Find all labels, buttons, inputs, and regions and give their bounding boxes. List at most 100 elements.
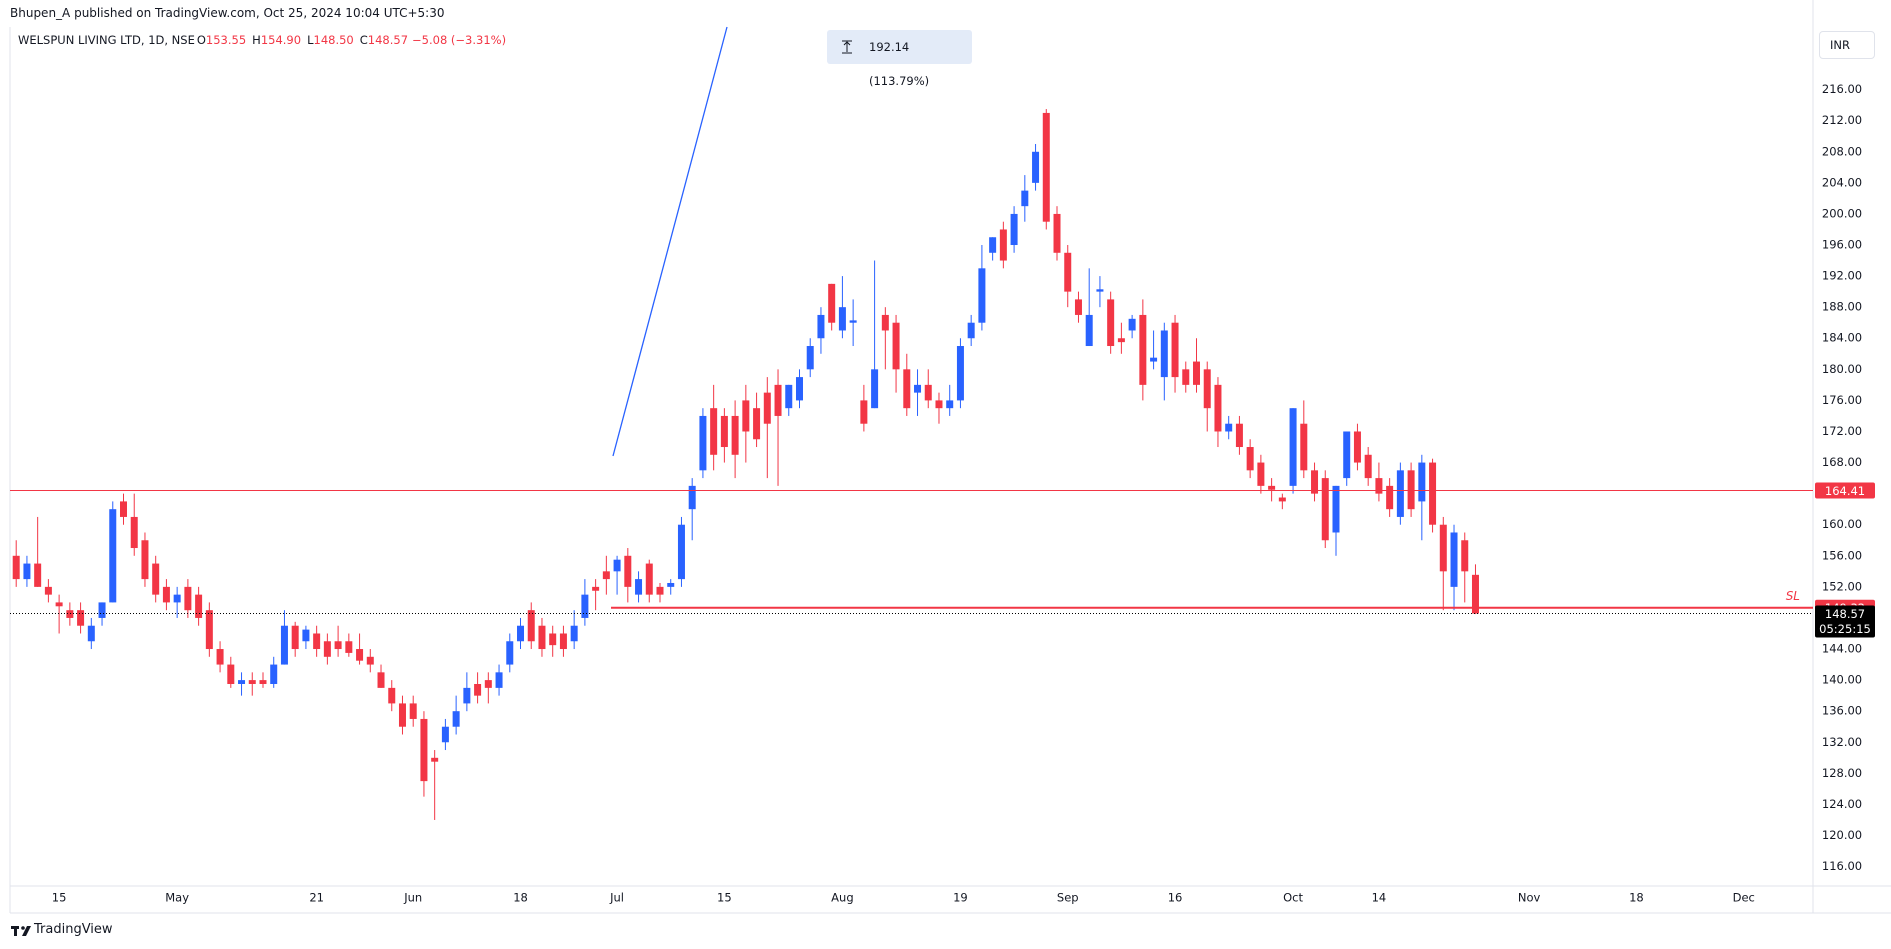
ohlc-value: 154.90 bbox=[260, 33, 302, 47]
candle-body bbox=[248, 680, 256, 684]
candle-body bbox=[1225, 423, 1233, 432]
candle-body bbox=[613, 559, 621, 572]
y-tick-label: 180.00 bbox=[1822, 362, 1862, 376]
candle-body bbox=[216, 649, 224, 665]
candle-body bbox=[1171, 322, 1179, 378]
candle-body bbox=[452, 711, 460, 727]
candle-body bbox=[484, 680, 492, 688]
candle-body bbox=[1343, 431, 1351, 479]
x-tick-label: 16 bbox=[1168, 891, 1183, 905]
candle-body bbox=[828, 283, 836, 323]
y-tick-label: 124.00 bbox=[1822, 797, 1862, 811]
candle-body bbox=[570, 625, 578, 642]
ohlc-key: H bbox=[252, 33, 261, 47]
x-tick-label: May bbox=[165, 891, 189, 905]
candle-body bbox=[549, 633, 557, 646]
candle-body bbox=[999, 229, 1007, 261]
candle-body bbox=[495, 672, 503, 688]
y-tick-label: 192.00 bbox=[1822, 269, 1862, 283]
candle-body bbox=[1053, 213, 1061, 253]
candle-body bbox=[98, 602, 106, 618]
candle-body bbox=[441, 726, 449, 743]
candle-body bbox=[785, 384, 793, 409]
candle-body bbox=[1193, 361, 1200, 385]
y-tick-label: 128.00 bbox=[1822, 766, 1862, 780]
y-tick-label: 188.00 bbox=[1822, 300, 1862, 314]
candle-body bbox=[849, 320, 857, 323]
candle-body bbox=[474, 683, 482, 696]
candle-body bbox=[345, 641, 353, 653]
candle-body bbox=[173, 594, 181, 603]
candle-body bbox=[677, 524, 685, 580]
candle-body bbox=[1289, 408, 1297, 486]
candle-body bbox=[1021, 190, 1029, 207]
candle-body bbox=[238, 680, 246, 684]
measure-box[interactable]: 192.14 (113.79%) bbox=[827, 30, 972, 88]
candle-body bbox=[1396, 470, 1404, 517]
candle-body bbox=[731, 415, 739, 455]
candle-body bbox=[956, 346, 964, 401]
candle-body bbox=[527, 610, 535, 642]
y-tick-label: 160.00 bbox=[1822, 517, 1862, 531]
candle-body bbox=[1085, 314, 1093, 347]
candle-body bbox=[774, 384, 782, 416]
candle-body bbox=[1064, 252, 1072, 292]
candle-body bbox=[291, 625, 299, 650]
candle-body bbox=[12, 555, 20, 580]
candle-body bbox=[1257, 462, 1265, 486]
y-tick-label: 212.00 bbox=[1822, 113, 1862, 127]
candle-body bbox=[592, 586, 600, 591]
candle-body bbox=[1407, 470, 1415, 510]
x-tick-label: Jun bbox=[403, 891, 422, 905]
candle-body bbox=[270, 664, 278, 684]
candle-body bbox=[656, 586, 664, 595]
candle-body bbox=[935, 400, 943, 409]
candle-body bbox=[313, 633, 321, 650]
y-tick-label: 172.00 bbox=[1822, 424, 1862, 438]
x-tick-label: Jul bbox=[609, 891, 624, 905]
x-tick-label: 14 bbox=[1372, 891, 1387, 905]
candle-body bbox=[280, 625, 288, 665]
candle-body bbox=[635, 579, 643, 595]
candle-body bbox=[44, 586, 52, 595]
candle-body bbox=[1139, 314, 1147, 385]
ohlc-value: 148.57 bbox=[367, 33, 409, 47]
candle-body bbox=[914, 384, 922, 393]
x-tick-label: Aug bbox=[831, 891, 853, 905]
candle-body bbox=[1096, 289, 1104, 292]
candle-body bbox=[1278, 497, 1286, 502]
candle-body bbox=[366, 656, 374, 665]
candle-body bbox=[795, 377, 803, 401]
x-tick-label: 15 bbox=[717, 891, 732, 905]
candle-body bbox=[924, 384, 932, 401]
change: −5.08 (−3.31%) bbox=[412, 33, 507, 47]
candle-body bbox=[978, 268, 986, 323]
candle-body bbox=[109, 509, 117, 603]
candle-body bbox=[688, 485, 696, 510]
candle-body bbox=[120, 501, 127, 517]
candle-body bbox=[1117, 338, 1125, 343]
candle-body bbox=[195, 594, 203, 618]
x-tick-label: 18 bbox=[1629, 891, 1644, 905]
candle-body bbox=[1150, 357, 1158, 362]
candle-body bbox=[720, 415, 728, 448]
candle-body bbox=[1450, 532, 1458, 587]
brand: TradingView bbox=[34, 922, 113, 937]
candle-body bbox=[302, 629, 310, 642]
candle-body bbox=[624, 555, 632, 587]
candle-body bbox=[710, 408, 718, 455]
candle-body bbox=[259, 680, 267, 684]
y-tick-label: 144.00 bbox=[1822, 642, 1862, 656]
candle-body bbox=[377, 672, 385, 688]
candle-body bbox=[1182, 369, 1190, 385]
candle-body bbox=[967, 322, 975, 339]
trend-line[interactable] bbox=[612, 26, 728, 457]
currency-button[interactable]: INR bbox=[1819, 31, 1875, 59]
y-tick-label: 204.00 bbox=[1822, 175, 1862, 189]
candle-body bbox=[1364, 454, 1372, 479]
ohlc-key: L bbox=[307, 33, 314, 47]
candle-body bbox=[227, 664, 235, 684]
candle-body bbox=[989, 237, 997, 253]
candle-body bbox=[1471, 574, 1479, 614]
